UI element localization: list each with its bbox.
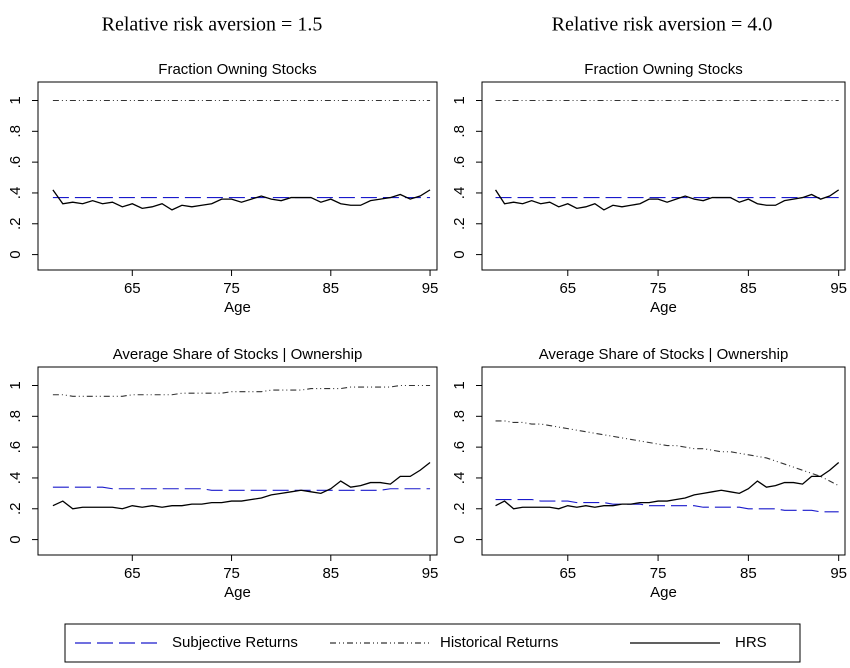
y-tick-label: .6 [7, 156, 24, 169]
x-tick-label: 95 [830, 280, 847, 297]
x-tick-label: 95 [422, 280, 439, 297]
x-tick-label: 85 [740, 280, 757, 297]
x-tick-label: 75 [223, 280, 240, 297]
x-tick-label: 65 [124, 565, 141, 582]
y-tick-label: .4 [7, 472, 24, 485]
y-tick-label: 0 [451, 535, 468, 543]
x-tick-label: 95 [830, 565, 847, 582]
panel-title: Fraction Owning Stocks [584, 61, 742, 78]
y-tick-label: 0 [7, 250, 24, 258]
y-tick-label: .4 [451, 472, 468, 485]
plot-frame [37, 81, 438, 271]
series-line [52, 384, 431, 397]
y-tick-label: 1 [451, 381, 468, 389]
x-tick-label: 75 [650, 565, 667, 582]
legend-label: Historical Returns [440, 634, 558, 651]
y-tick-label: 1 [7, 381, 24, 389]
column-title: Relative risk aversion = 4.0 [552, 14, 773, 36]
y-tick-label: 1 [451, 96, 468, 104]
x-axis-label: Age [650, 299, 677, 316]
y-tick-label: .2 [7, 503, 24, 516]
panel-title: Fraction Owning Stocks [158, 61, 316, 78]
y-tick-label: .8 [7, 410, 24, 423]
series-line [52, 462, 431, 510]
x-tick-label: 75 [223, 565, 240, 582]
y-tick-label: .6 [451, 156, 468, 169]
x-tick-label: 85 [322, 280, 339, 297]
legend-label: HRS [735, 634, 767, 651]
x-axis-label: Age [650, 584, 677, 601]
x-tick-label: 65 [559, 565, 576, 582]
x-axis-label: Age [224, 584, 251, 601]
x-tick-label: 85 [740, 565, 757, 582]
y-tick-label: .8 [451, 125, 468, 138]
series-line [495, 420, 839, 487]
y-tick-label: 0 [7, 535, 24, 543]
y-tick-label: 1 [7, 96, 24, 104]
y-tick-label: .6 [7, 441, 24, 454]
y-tick-label: .2 [7, 218, 24, 231]
plot-frame [37, 366, 438, 556]
y-tick-label: .2 [451, 218, 468, 231]
y-tick-label: .8 [7, 125, 24, 138]
x-tick-label: 75 [650, 280, 667, 297]
y-tick-label: .4 [451, 187, 468, 200]
legend-box [64, 623, 801, 663]
panel-title: Average Share of Stocks | Ownership [113, 346, 363, 363]
y-tick-label: .2 [451, 503, 468, 516]
y-tick-label: 0 [451, 250, 468, 258]
x-axis-label: Age [224, 299, 251, 316]
y-tick-label: .8 [451, 410, 468, 423]
series-line [495, 498, 839, 513]
legend-label: Subjective Returns [172, 634, 298, 651]
x-tick-label: 85 [322, 565, 339, 582]
x-tick-label: 95 [422, 565, 439, 582]
y-tick-label: .4 [7, 187, 24, 200]
plot-frame [481, 81, 846, 271]
x-tick-label: 65 [559, 280, 576, 297]
y-tick-label: .6 [451, 441, 468, 454]
series-line [52, 189, 431, 211]
plot-frame [481, 366, 846, 556]
series-line [52, 486, 431, 491]
x-tick-label: 65 [124, 280, 141, 297]
series-line [495, 462, 840, 510]
series-line [494, 189, 840, 211]
column-title: Relative risk aversion = 1.5 [102, 14, 323, 36]
panel-title: Average Share of Stocks | Ownership [539, 346, 789, 363]
